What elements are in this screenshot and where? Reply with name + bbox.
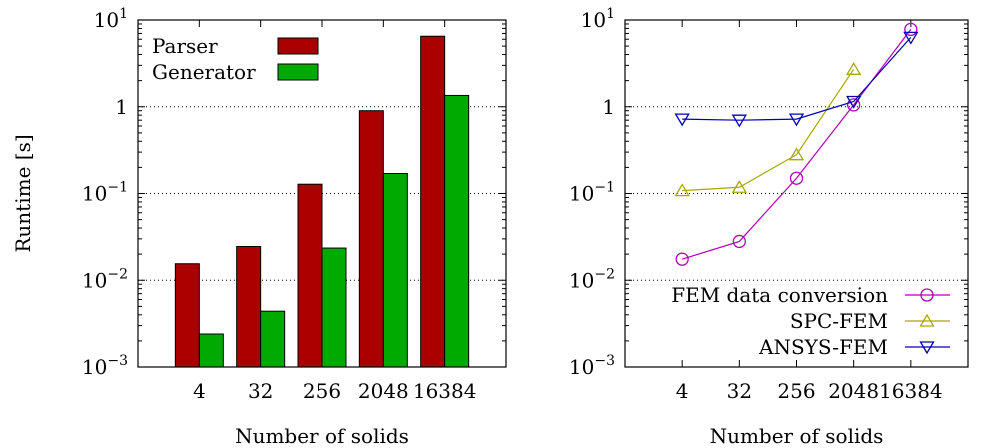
marker-circle [920, 288, 934, 302]
y-tick-label: 10−1 [82, 180, 128, 206]
series-line-ansys-fem [682, 37, 912, 121]
bar-generator [382, 173, 408, 368]
y-tick-label: 1 [602, 95, 615, 119]
legend-label: ANSYS-FEM [758, 335, 888, 359]
x-tick-label: 32 [727, 379, 752, 403]
marker-triangle-up [919, 313, 935, 327]
y-tick-label: 10−1 [569, 180, 615, 206]
legend-label: Parser [152, 34, 218, 58]
bar-parser [420, 35, 446, 368]
marker-triangle-down [731, 114, 747, 128]
bar-generator [198, 333, 224, 368]
y-tick-label: 10−2 [569, 266, 615, 292]
x-tick-label: 256 [303, 379, 341, 403]
y-tick-label: 101 [94, 6, 128, 32]
marker-circle [789, 171, 804, 185]
legend-swatch [277, 37, 319, 55]
marker-circle [732, 234, 746, 249]
bar-parser [236, 245, 262, 368]
x-tick-label: 4 [676, 379, 689, 403]
x-tick-label: 32 [248, 379, 273, 403]
legend-label: FEM data conversion [671, 283, 888, 307]
bar-parser [358, 110, 384, 368]
bar-generator [321, 247, 347, 368]
marker-triangle-down [846, 95, 862, 109]
y-tick-label: 101 [581, 6, 615, 32]
x-tick-label: 2048 [828, 379, 879, 403]
x-tick-label: 16384 [879, 379, 943, 403]
marker-triangle-up [731, 179, 747, 193]
x-axis-label: Number of solids [235, 424, 409, 448]
x-axis-label: Number of solids [710, 424, 884, 448]
plot-frame [624, 19, 969, 368]
marker-triangle-up [674, 183, 690, 197]
bar-generator [260, 310, 286, 368]
marker-triangle-down [674, 113, 690, 127]
marker-circle [675, 252, 689, 266]
marker-circle [904, 22, 918, 37]
x-tick-label: 4 [193, 379, 206, 403]
marker-triangle-down [788, 113, 805, 127]
marker-triangle-down [919, 341, 935, 355]
bar-parser [174, 263, 200, 368]
marker-triangle-up [846, 62, 862, 75]
y-tick-label: 10−2 [82, 266, 128, 292]
legend-label: SPC-FEM [790, 309, 888, 333]
legend-label: Generator [152, 60, 256, 84]
series-line-fem-data-conversion [681, 28, 912, 260]
bar-generator [444, 94, 470, 368]
x-tick-label: 256 [777, 379, 815, 403]
y-tick-label: 10−3 [569, 353, 615, 379]
bar-parser [297, 183, 323, 368]
series-line-spc-fem [682, 68, 855, 192]
y-tick-label: 10−3 [82, 353, 128, 379]
y-tick-label: 1 [115, 95, 128, 119]
y-axis-label: Runtime [s] [11, 134, 35, 252]
legend-swatch [277, 63, 319, 81]
x-tick-label: 16384 [413, 379, 477, 403]
marker-triangle-down [903, 31, 919, 45]
x-tick-label: 2048 [358, 379, 409, 403]
marker-circle [847, 98, 861, 112]
marker-triangle-up [788, 147, 805, 161]
plot-frame [137, 19, 507, 368]
